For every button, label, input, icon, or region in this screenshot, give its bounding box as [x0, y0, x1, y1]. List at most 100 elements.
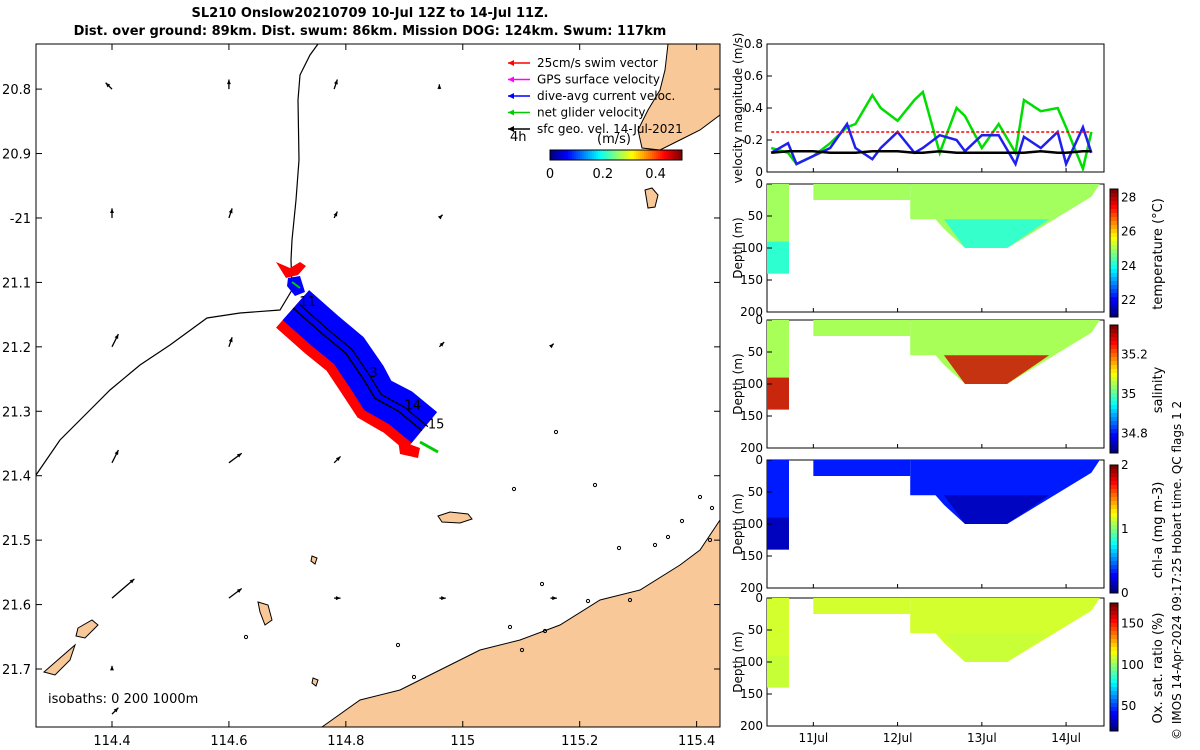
- colorbar-cell: [650, 150, 653, 160]
- map-xtick-label: 115.2: [561, 734, 598, 747]
- geo-vector-head: [226, 79, 231, 85]
- oxygen-colorbar-frame: [1109, 602, 1119, 732]
- reef-15: [507, 624, 513, 630]
- colorbar-cell: [630, 150, 633, 160]
- salinity-colorbar-cell: [1110, 337, 1118, 342]
- legend-label: GPS surface velocity: [537, 73, 660, 87]
- map-ytick-label: 21.2: [2, 341, 31, 356]
- salinity-colorbar-cell: [1110, 393, 1118, 398]
- temperature-colorbar-cell: [1110, 313, 1118, 318]
- oxygen-colorbar-label: Ox. sat. ratio (%): [1151, 613, 1166, 724]
- island-3: [75, 619, 99, 639]
- oxygen-colorbar-cell: [1110, 651, 1118, 656]
- legend-label: sfc geo. vel. 14-Jul-2021: [537, 122, 683, 136]
- chlorophyll-colorbar-cell: [1110, 509, 1118, 514]
- chlorophyll-colorbar-cell: [1110, 505, 1118, 510]
- colorbar-cell: [606, 150, 609, 160]
- oxygen-colorbar-cell: [1110, 603, 1118, 608]
- chlorophyll-colorbar-cell: [1110, 521, 1118, 526]
- colorbar-cell: [632, 150, 635, 160]
- swim-vectors-north: [276, 262, 306, 278]
- colorbar-cell: [578, 150, 581, 160]
- oxygen-colorbar-cell: [1110, 707, 1118, 712]
- temperature-colorbar-frame: [1109, 188, 1119, 318]
- colorbar-cell: [598, 150, 601, 160]
- velocity-ylabel: velocity magnitude (m/s): [731, 33, 745, 184]
- salinity-colorbar-cell: [1110, 441, 1118, 446]
- temperature-colorbar-tick: 26: [1121, 225, 1136, 239]
- colorbar-cell: [614, 150, 617, 160]
- isobaths-label: isobaths: 0 200 1000m: [48, 692, 198, 707]
- temperature-colorbar-cell: [1110, 193, 1118, 198]
- legend-label: net glider velocity: [537, 106, 645, 120]
- oxygen-ytick-label: 0: [755, 591, 763, 605]
- oxygen-colorbar-cell: [1110, 627, 1118, 632]
- colorbar-cell: [568, 150, 571, 160]
- temperature-colorbar-cell: [1110, 257, 1118, 262]
- glider-track: [292, 307, 423, 432]
- salinity-colorbar-cell: [1110, 449, 1118, 454]
- reef-12: [539, 581, 545, 587]
- salinity-colorbar-cell: [1110, 409, 1118, 414]
- colorbar-tick: 0: [546, 167, 554, 182]
- reef-9: [616, 545, 622, 551]
- colorbar-cell: [674, 150, 677, 160]
- temperature-colorbar-tick: 28: [1121, 191, 1136, 205]
- salinity-colorbar-cell: [1110, 401, 1118, 406]
- section-xtick-label: 14Jul: [1051, 731, 1081, 745]
- geo-vector-head: [437, 84, 442, 89]
- temperature-ytick-label: 0: [755, 177, 763, 191]
- colorbar-cell: [556, 150, 559, 160]
- salinity-colorbar-cell: [1110, 333, 1118, 338]
- chlorophyll-ylabel: Depth (m): [731, 493, 745, 554]
- oxygen-colorbar-cell: [1110, 647, 1118, 652]
- reef-18: [411, 674, 417, 680]
- colorbar-cell: [602, 150, 605, 160]
- map-xtick-label: 115: [450, 734, 475, 747]
- oxygen-colorbar-cell: [1110, 619, 1118, 624]
- oxygen-colorbar-cell: [1110, 655, 1118, 660]
- chlorophyll-shallow-band: [813, 460, 911, 476]
- colorbar-cell: [618, 150, 621, 160]
- chlorophyll-profiles-early-deep: [767, 517, 789, 550]
- temperature-colorbar-cell: [1110, 225, 1118, 230]
- salinity-colorbar-cell: [1110, 357, 1118, 362]
- legend-label: dive-avg current veloc.: [537, 89, 675, 103]
- salinity-ytick-label: 200: [740, 441, 763, 455]
- velocity-ytick-label: 0: [755, 165, 763, 179]
- temperature-colorbar-cell: [1110, 233, 1118, 238]
- temperature-colorbar-cell: [1110, 293, 1118, 298]
- temperature-shallow-band: [813, 184, 911, 200]
- track-label: 14: [404, 398, 421, 413]
- oxygen-colorbar-cell: [1110, 607, 1118, 612]
- colorbar-cell: [588, 150, 591, 160]
- colorbar-cell: [576, 150, 579, 160]
- colorbar-cell: [670, 150, 673, 160]
- salinity-shallow-band: [813, 320, 911, 336]
- chlorophyll-colorbar-cell: [1110, 569, 1118, 574]
- colorbar-cell: [626, 150, 629, 160]
- chlorophyll-ytick-label: 0: [755, 453, 763, 467]
- geo-vector-head: [335, 596, 341, 601]
- chlorophyll-ytick-label: 200: [740, 581, 763, 595]
- colorbar-cell: [566, 150, 569, 160]
- salinity-colorbar-tick: 35.2: [1121, 348, 1148, 362]
- oxygen-colorbar-cell: [1110, 727, 1118, 732]
- oxygen-colorbar-cell: [1110, 643, 1118, 648]
- oxygen-colorbar-cell: [1110, 699, 1118, 704]
- mainland-land: [320, 518, 721, 728]
- colorbar-cell: [580, 150, 583, 160]
- temperature-colorbar-cell: [1110, 245, 1118, 250]
- geo-vector-head: [228, 337, 233, 343]
- temperature-ytick-label: 150: [740, 273, 763, 287]
- track-label: 11: [299, 295, 316, 310]
- chlorophyll-colorbar-cell: [1110, 585, 1118, 590]
- colorbar-cell: [586, 150, 589, 160]
- temperature-ytick-label: 50: [748, 209, 763, 223]
- salinity-colorbar-cell: [1110, 417, 1118, 422]
- chlorophyll-colorbar-cell: [1110, 553, 1118, 558]
- colorbar-cell: [654, 150, 657, 160]
- temperature-colorbar-cell: [1110, 241, 1118, 246]
- reef-8: [652, 542, 658, 548]
